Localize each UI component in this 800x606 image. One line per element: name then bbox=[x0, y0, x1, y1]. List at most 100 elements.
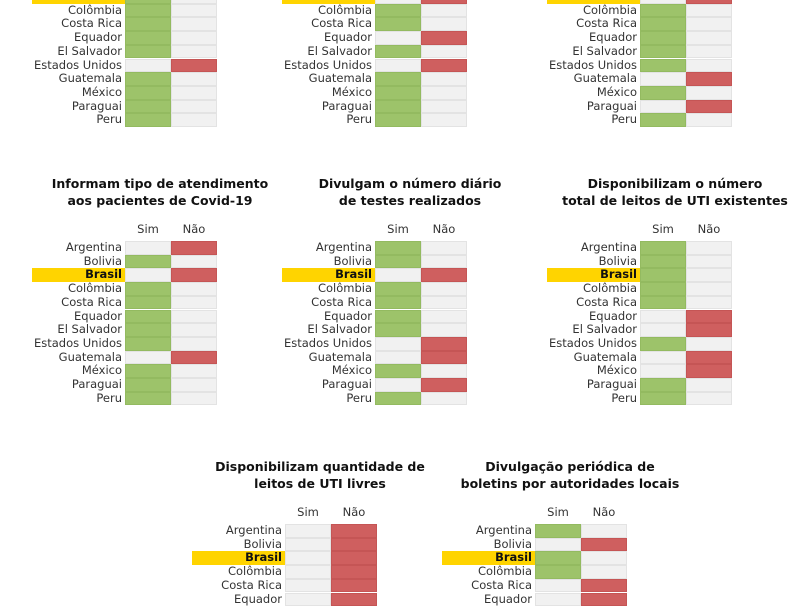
cell-nao-empty bbox=[686, 86, 732, 100]
cell-nao-empty bbox=[421, 241, 467, 255]
cell-sim-filled bbox=[125, 45, 171, 59]
cell-nao-filled bbox=[331, 593, 377, 606]
country-label: Brasil bbox=[442, 551, 535, 565]
cell-sim-empty bbox=[535, 538, 581, 552]
cell-sim-filled bbox=[375, 86, 421, 100]
column-header-sim: Sim bbox=[125, 222, 171, 236]
cell-nao-filled bbox=[331, 524, 377, 538]
cell-sim-empty bbox=[375, 351, 421, 365]
cell-nao-empty bbox=[421, 17, 467, 31]
cell-nao-empty bbox=[686, 241, 732, 255]
cell-nao-empty bbox=[171, 113, 217, 127]
cell-sim-empty bbox=[125, 59, 171, 73]
country-label: Equador bbox=[589, 31, 640, 45]
country-label: Brasil bbox=[32, 268, 125, 282]
cell-nao-empty bbox=[581, 565, 627, 579]
cell-nao-empty bbox=[171, 45, 217, 59]
cell-sim-empty bbox=[535, 579, 581, 593]
cell-nao-empty bbox=[421, 392, 467, 406]
cell-sim-filled bbox=[125, 310, 171, 324]
cell-sim-empty bbox=[535, 593, 581, 606]
cell-nao-empty bbox=[421, 4, 467, 18]
country-label: Paraguai bbox=[72, 100, 125, 114]
country-label: Equador bbox=[324, 310, 375, 324]
cell-nao-empty bbox=[686, 337, 732, 351]
country-label: Peru bbox=[346, 392, 375, 406]
country-label: Peru bbox=[96, 392, 125, 406]
cell-sim-filled bbox=[125, 100, 171, 114]
country-label: Estados Unidos bbox=[284, 337, 375, 351]
cell-sim-filled bbox=[375, 310, 421, 324]
cell-nao-empty bbox=[421, 255, 467, 269]
cell-sim-empty bbox=[375, 268, 421, 282]
cell-sim-empty bbox=[375, 378, 421, 392]
cell-sim-filled bbox=[375, 241, 421, 255]
cell-nao-empty bbox=[686, 296, 732, 310]
country-label: Guatemala bbox=[309, 351, 375, 365]
cell-nao-filled bbox=[171, 351, 217, 365]
country-label: Colômbia bbox=[478, 565, 535, 579]
cell-sim-filled bbox=[640, 113, 686, 127]
cell-sim-empty bbox=[125, 241, 171, 255]
country-label: El Salvador bbox=[572, 323, 640, 337]
cell-sim-filled bbox=[125, 364, 171, 378]
column-header-nao: Não bbox=[331, 505, 377, 519]
chart-title: Divulgam o número diário de testes reali… bbox=[280, 175, 540, 209]
country-label: Costa Rica bbox=[221, 579, 285, 593]
cell-sim-filled bbox=[535, 524, 581, 538]
country-label: Brasil bbox=[547, 268, 640, 282]
cell-sim-filled bbox=[640, 59, 686, 73]
country-label: México bbox=[332, 86, 375, 100]
country-label: Costa Rica bbox=[311, 17, 375, 31]
cell-sim-filled bbox=[640, 45, 686, 59]
country-label: Peru bbox=[611, 392, 640, 406]
country-label: Paraguai bbox=[587, 100, 640, 114]
cell-sim-filled bbox=[125, 72, 171, 86]
cell-nao-filled bbox=[331, 565, 377, 579]
country-label: México bbox=[597, 364, 640, 378]
country-label: Argentina bbox=[316, 241, 375, 255]
cell-sim-filled bbox=[640, 282, 686, 296]
cell-nao-empty bbox=[171, 31, 217, 45]
cell-nao-empty bbox=[171, 392, 217, 406]
cell-sim-empty bbox=[375, 59, 421, 73]
cell-sim-filled bbox=[375, 296, 421, 310]
country-label: Estados Unidos bbox=[34, 337, 125, 351]
country-label: Bolivia bbox=[599, 255, 640, 269]
country-label: Guatemala bbox=[59, 351, 125, 365]
country-label: Equador bbox=[234, 593, 285, 606]
cell-sim-filled bbox=[640, 17, 686, 31]
chart-title: Informam tipo de atendimento aos pacient… bbox=[30, 175, 290, 209]
cell-sim-empty bbox=[285, 524, 331, 538]
cell-sim-filled bbox=[640, 296, 686, 310]
country-label: México bbox=[332, 364, 375, 378]
cell-nao-filled bbox=[686, 323, 732, 337]
country-label: Brasil bbox=[192, 551, 285, 565]
cell-nao-filled bbox=[686, 364, 732, 378]
cell-nao-filled bbox=[686, 100, 732, 114]
cell-sim-empty bbox=[640, 351, 686, 365]
cell-nao-empty bbox=[686, 255, 732, 269]
cell-sim-filled bbox=[375, 113, 421, 127]
cell-sim-empty bbox=[375, 31, 421, 45]
cell-nao-filled bbox=[581, 579, 627, 593]
cell-nao-empty bbox=[421, 364, 467, 378]
cell-nao-empty bbox=[171, 255, 217, 269]
cell-nao-empty bbox=[686, 392, 732, 406]
cell-nao-empty bbox=[421, 86, 467, 100]
country-label: Colômbia bbox=[228, 565, 285, 579]
cell-sim-empty bbox=[285, 579, 331, 593]
country-label: Equador bbox=[324, 31, 375, 45]
cell-sim-filled bbox=[375, 282, 421, 296]
column-header-nao: Não bbox=[421, 222, 467, 236]
cell-sim-empty bbox=[640, 323, 686, 337]
country-label: Guatemala bbox=[574, 351, 640, 365]
cell-sim-filled bbox=[125, 17, 171, 31]
cell-nao-empty bbox=[171, 296, 217, 310]
cell-sim-empty bbox=[640, 364, 686, 378]
cell-sim-filled bbox=[125, 4, 171, 18]
country-label: Argentina bbox=[66, 241, 125, 255]
country-label: El Salvador bbox=[57, 323, 125, 337]
cell-sim-empty bbox=[285, 551, 331, 565]
cell-nao-empty bbox=[171, 4, 217, 18]
